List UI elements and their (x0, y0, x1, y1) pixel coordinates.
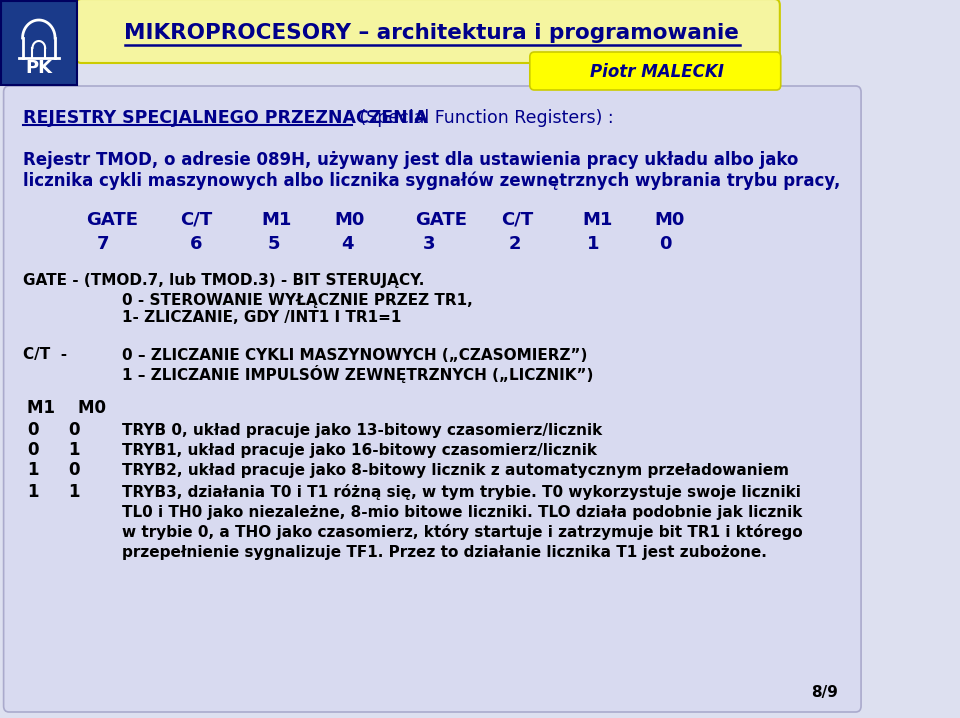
Text: GATE - (TMOD.7, lub TMOD.3) - BIT STERUJĄCY.: GATE - (TMOD.7, lub TMOD.3) - BIT STERUJ… (23, 273, 425, 287)
Text: 8/9: 8/9 (810, 684, 837, 699)
Text: 0 - STEROWANIE WYŁĄCZNIE PRZEZ TR1,: 0 - STEROWANIE WYŁĄCZNIE PRZEZ TR1, (122, 292, 472, 307)
Text: M1: M1 (582, 211, 612, 229)
Text: 2: 2 (508, 235, 520, 253)
Text: 1: 1 (587, 235, 599, 253)
FancyBboxPatch shape (4, 86, 861, 712)
Text: GATE: GATE (415, 211, 468, 229)
Text: M0: M0 (655, 211, 684, 229)
Text: MIKROPROCESORY – architektura i programowanie: MIKROPROCESORY – architektura i programo… (124, 23, 739, 43)
Text: C/T: C/T (180, 211, 213, 229)
FancyBboxPatch shape (76, 0, 780, 63)
Text: 1: 1 (27, 483, 38, 501)
Text: 4: 4 (341, 235, 353, 253)
Text: 0: 0 (27, 441, 38, 459)
Text: 0: 0 (27, 421, 38, 439)
Text: 7: 7 (97, 235, 109, 253)
Text: przepełnienie sygnalizuje TF1. Przez to działanie licznika T1 jest zubożone.: przepełnienie sygnalizuje TF1. Przez to … (122, 544, 767, 559)
Text: M1    M0: M1 M0 (27, 399, 106, 417)
Text: TRYB 0, układ pracuje jako 13-bitowy czasomierz/licznik: TRYB 0, układ pracuje jako 13-bitowy cza… (122, 422, 602, 437)
Text: 0: 0 (68, 461, 80, 479)
Text: 1 – ZLICZANIE IMPULSÓW ZEWNĘTRZNYCH („LICZNIK”): 1 – ZLICZANIE IMPULSÓW ZEWNĘTRZNYCH („LI… (122, 365, 593, 383)
Text: REJESTRY SPECJALNEGO PRZEZNACZENIA: REJESTRY SPECJALNEGO PRZEZNACZENIA (23, 109, 428, 127)
Text: 0: 0 (659, 235, 671, 253)
Text: 6: 6 (189, 235, 202, 253)
Text: TRYB2, układ pracuje jako 8-bitowy licznik z automatycznym przeładowaniem: TRYB2, układ pracuje jako 8-bitowy liczn… (122, 462, 789, 477)
Text: licznika cykli maszynowych albo licznika sygnałów zewnętrznych wybrania trybu pr: licznika cykli maszynowych albo licznika… (23, 172, 841, 190)
Text: M1: M1 (262, 211, 292, 229)
Text: (Special Function Registers) :: (Special Function Registers) : (354, 109, 613, 127)
Text: 0 – ZLICZANIE CYKLI MASZYNOWYCH („CZASOMIERZ”): 0 – ZLICZANIE CYKLI MASZYNOWYCH („CZASOM… (122, 348, 588, 363)
Text: C/T  -: C/T - (23, 348, 67, 363)
Text: 0: 0 (68, 421, 80, 439)
Text: PK: PK (25, 59, 52, 77)
Text: Piotr MALECKI: Piotr MALECKI (590, 63, 724, 81)
Text: 3: 3 (422, 235, 435, 253)
Text: 1: 1 (68, 441, 80, 459)
Text: TL0 i TH0 jako niezależne, 8-mio bitowe liczniki. TLO działa podobnie jak liczni: TL0 i TH0 jako niezależne, 8-mio bitowe … (122, 505, 803, 520)
Text: 1- ZLICZANIE, GDY /INT1 I TR1=1: 1- ZLICZANIE, GDY /INT1 I TR1=1 (122, 310, 401, 325)
Text: w trybie 0, a THO jako czasomierz, który startuje i zatrzymuje bit TR1 i którego: w trybie 0, a THO jako czasomierz, który… (122, 524, 803, 540)
Text: Rejestr TMOD, o adresie 089H, używany jest dla ustawienia pracy układu albo jako: Rejestr TMOD, o adresie 089H, używany je… (23, 151, 799, 169)
Text: TRYB1, układ pracuje jako 16-bitowy czasomierz/licznik: TRYB1, układ pracuje jako 16-bitowy czas… (122, 442, 597, 457)
Text: GATE: GATE (85, 211, 137, 229)
Text: C/T: C/T (501, 211, 533, 229)
Text: 1: 1 (27, 461, 38, 479)
FancyBboxPatch shape (530, 52, 780, 90)
FancyBboxPatch shape (1, 1, 77, 85)
Text: 5: 5 (268, 235, 280, 253)
Text: M0: M0 (334, 211, 365, 229)
Text: TRYB3, działania T0 i T1 różną się, w tym trybie. T0 wykorzystuje swoje liczniki: TRYB3, działania T0 i T1 różną się, w ty… (122, 484, 801, 500)
Text: 1: 1 (68, 483, 80, 501)
